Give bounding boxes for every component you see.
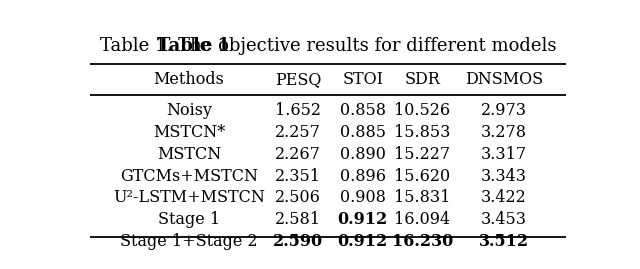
Text: DNSMOS: DNSMOS xyxy=(465,72,543,89)
Text: 15.831: 15.831 xyxy=(394,189,451,207)
Text: Stage 1+Stage 2: Stage 1+Stage 2 xyxy=(120,233,258,250)
Text: 0.885: 0.885 xyxy=(340,124,386,141)
Text: 3.278: 3.278 xyxy=(481,124,527,141)
Text: 15.853: 15.853 xyxy=(394,124,451,141)
Text: Stage 1: Stage 1 xyxy=(158,211,220,228)
Text: U²-LSTM+MSTCN: U²-LSTM+MSTCN xyxy=(113,189,265,207)
Text: MSTCN: MSTCN xyxy=(157,146,221,163)
Text: SDR: SDR xyxy=(404,72,440,89)
Text: 3.343: 3.343 xyxy=(481,168,527,185)
Text: 0.908: 0.908 xyxy=(340,189,386,207)
Text: Methods: Methods xyxy=(154,72,225,89)
Text: 0.858: 0.858 xyxy=(340,102,386,119)
Text: 3.422: 3.422 xyxy=(481,189,527,207)
Text: Table 1. The objective results for different models: Table 1. The objective results for diffe… xyxy=(100,37,556,55)
Text: 3.453: 3.453 xyxy=(481,211,527,228)
Text: MSTCN*: MSTCN* xyxy=(153,124,225,141)
Text: 0.896: 0.896 xyxy=(340,168,386,185)
Text: 1.652: 1.652 xyxy=(275,102,321,119)
Text: GTCMs+MSTCN: GTCMs+MSTCN xyxy=(120,168,258,185)
Text: 10.526: 10.526 xyxy=(394,102,451,119)
Text: 2.506: 2.506 xyxy=(275,189,321,207)
Text: 3.512: 3.512 xyxy=(479,233,529,250)
Text: 2.973: 2.973 xyxy=(481,102,527,119)
Text: 0.890: 0.890 xyxy=(340,146,386,163)
Text: 0.912: 0.912 xyxy=(337,211,388,228)
Text: 16.094: 16.094 xyxy=(394,211,451,228)
Text: STOI: STOI xyxy=(342,72,383,89)
Text: 2.257: 2.257 xyxy=(275,124,321,141)
Text: Table 1: Table 1 xyxy=(157,37,230,55)
Text: 15.227: 15.227 xyxy=(394,146,451,163)
Text: 2.351: 2.351 xyxy=(275,168,321,185)
Text: 15.620: 15.620 xyxy=(394,168,451,185)
Text: 0.912: 0.912 xyxy=(337,233,388,250)
Text: 3.317: 3.317 xyxy=(481,146,527,163)
Text: 16.230: 16.230 xyxy=(392,233,453,250)
Text: PESQ: PESQ xyxy=(275,72,321,89)
Text: Noisy: Noisy xyxy=(166,102,212,119)
Text: 2.581: 2.581 xyxy=(275,211,321,228)
Text: 2.590: 2.590 xyxy=(273,233,323,250)
Text: 2.267: 2.267 xyxy=(275,146,321,163)
